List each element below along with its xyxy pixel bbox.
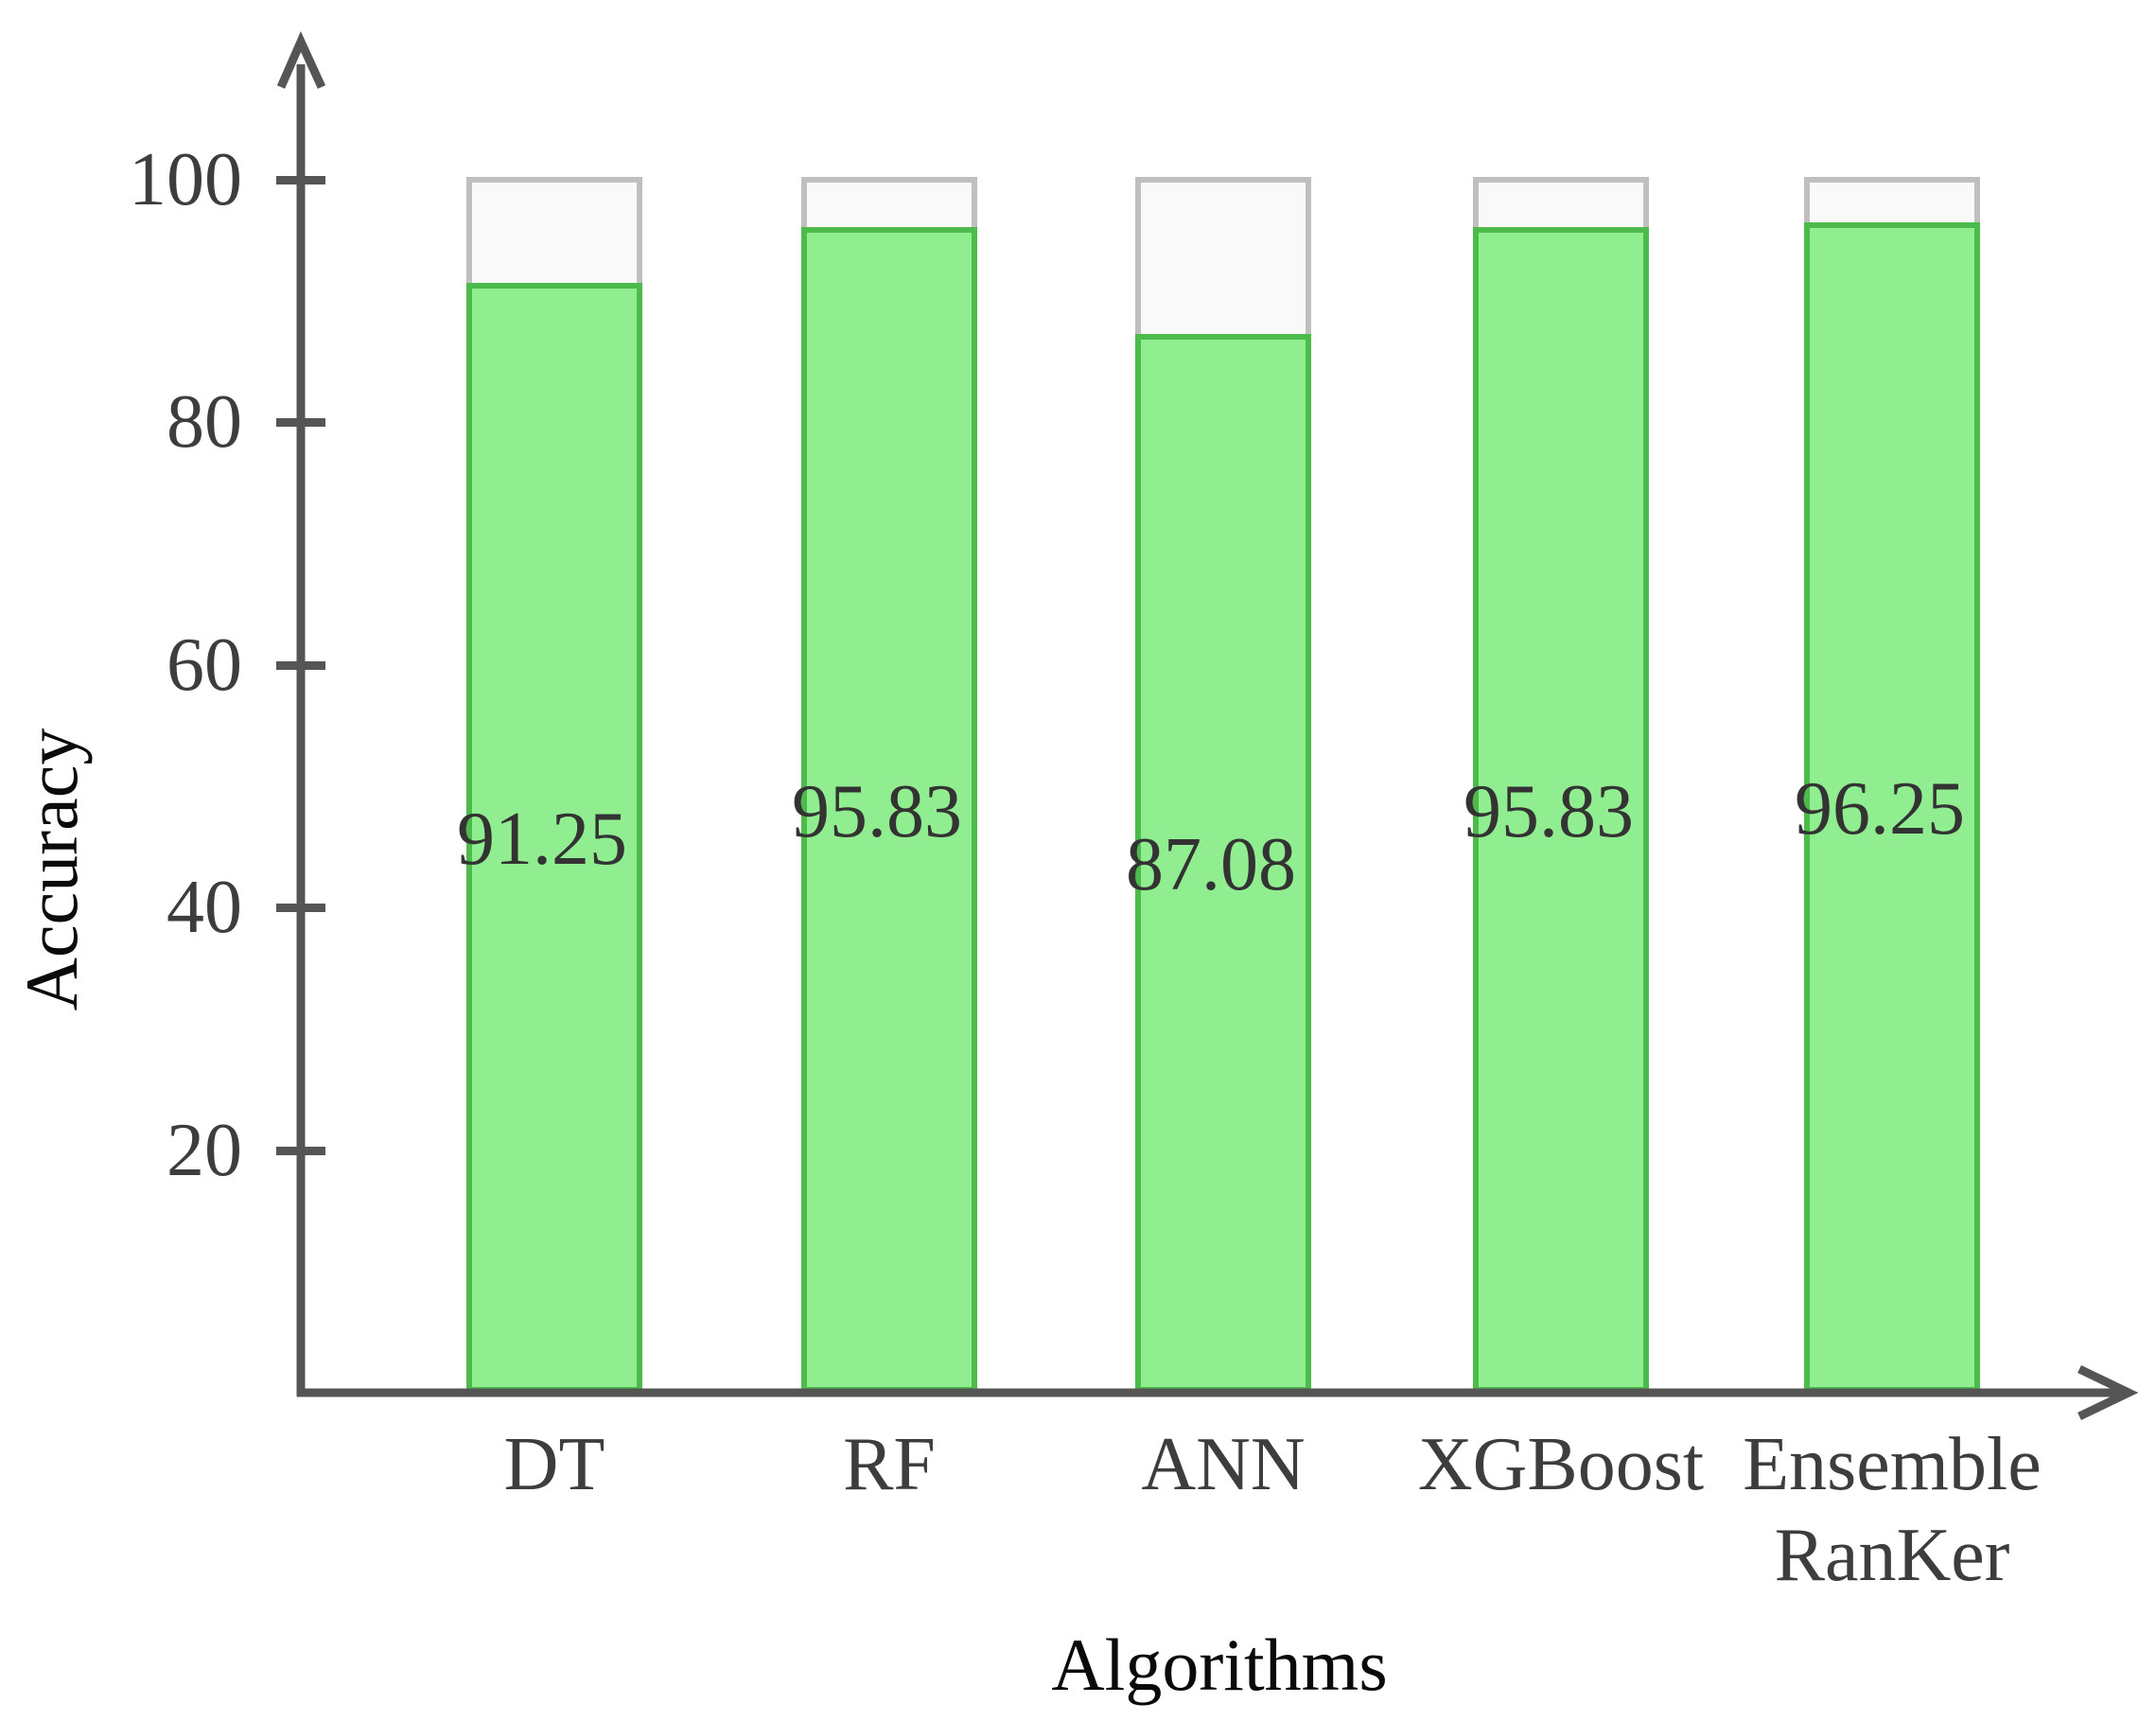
y-tick-label: 80 bbox=[167, 380, 242, 465]
x-axis-title: Algorithms bbox=[1051, 1624, 1388, 1706]
x-tick-label: ANN bbox=[1141, 1423, 1306, 1506]
bar bbox=[1135, 334, 1311, 1393]
bar-value-label: 96.25 bbox=[1795, 767, 1965, 851]
y-tick-line bbox=[276, 1146, 325, 1155]
x-tick-label: RF bbox=[843, 1423, 936, 1506]
bar-value-label: 95.83 bbox=[792, 769, 962, 853]
bar bbox=[801, 227, 977, 1393]
bar-value-label: 95.83 bbox=[1464, 769, 1634, 853]
y-tick-label: 20 bbox=[167, 1108, 242, 1192]
bar bbox=[1804, 222, 1980, 1393]
y-tick-line bbox=[276, 418, 325, 428]
y-tick-label: 40 bbox=[167, 866, 242, 950]
bar-value-label: 87.08 bbox=[1126, 823, 1296, 906]
y-tick-label: 100 bbox=[129, 138, 242, 221]
y-tick-line bbox=[276, 176, 325, 184]
y-tick-line bbox=[276, 904, 325, 913]
bar bbox=[1473, 227, 1649, 1393]
y-tick-label: 60 bbox=[167, 623, 242, 707]
x-tick-label: DT bbox=[503, 1423, 605, 1506]
bar-value-label: 91.25 bbox=[457, 798, 627, 881]
x-tick-label: Ensemble RanKer bbox=[1743, 1423, 2042, 1597]
y-tick-line bbox=[276, 660, 325, 670]
x-tick-label: XGBoost bbox=[1417, 1423, 1705, 1506]
y-axis-title: Accuracy bbox=[10, 728, 93, 1011]
